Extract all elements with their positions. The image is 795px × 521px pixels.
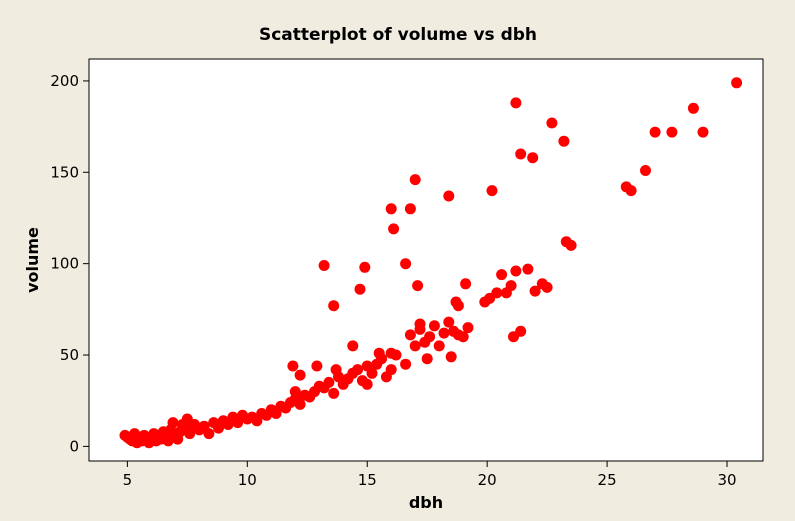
data-point [452,300,464,312]
data-point [412,280,424,292]
y-tick-label: 200 [50,72,79,90]
y-tick-label: 100 [50,255,79,273]
data-point [359,261,371,273]
data-point [184,428,196,440]
data-point [457,331,469,343]
data-point [352,364,364,376]
data-point [462,322,474,334]
data-point [388,223,400,235]
data-point [404,203,416,215]
data-point [294,369,306,381]
data-point [546,117,558,129]
data-point [558,135,570,147]
data-point [443,316,455,328]
data-point [347,340,359,352]
data-point [203,428,215,440]
data-point [428,320,440,332]
axis-ticks: 5 10 15 20 25 30 0 50 100 150 200 [50,72,736,489]
data-point [318,260,330,271]
data-point [409,340,421,352]
y-axis-label: volume [23,227,42,293]
x-tick-label: 20 [478,471,497,489]
data-point [289,386,301,398]
data-point [421,353,433,365]
data-point [491,287,503,299]
x-axis-label: dbh [409,493,443,512]
plot-area [88,58,764,462]
data-point [294,398,306,410]
data-point [508,331,519,343]
data-point [385,364,397,376]
data-point [311,360,323,372]
data-point [515,148,527,160]
data-point [361,378,373,390]
data-point [505,280,517,292]
data-point [330,364,342,376]
data-point [167,417,179,429]
data-point [328,387,340,399]
data-point [541,281,553,293]
data-point [565,239,577,251]
data-point [486,185,498,197]
data-point [433,340,445,352]
data-point [460,278,472,290]
data-point [649,126,661,138]
data-point [323,376,335,388]
data-point [414,318,426,330]
data-point [666,126,678,138]
chart-title: Scatterplot of volume vs dbh [259,25,537,45]
data-point [373,347,385,359]
data-point [625,185,637,197]
data-point [640,165,651,176]
x-tick-label: 5 [123,471,133,489]
data-point [400,258,412,270]
x-tick-label: 10 [238,471,257,489]
x-tick-label: 30 [717,471,736,489]
data-point [527,152,539,164]
data-point [522,263,534,275]
data-point [328,300,340,312]
data-points [119,77,743,449]
data-point [529,285,541,297]
data-point [424,331,436,343]
data-point [510,97,522,109]
data-point [731,77,743,89]
data-point [409,174,421,186]
data-point [354,283,366,295]
data-point [687,102,699,114]
data-point [400,358,412,370]
data-point [445,351,457,363]
data-point [438,327,450,339]
data-point [404,329,416,341]
y-tick-label: 150 [50,163,79,181]
y-tick-label: 0 [69,437,79,455]
data-point [443,190,455,202]
y-tick-label: 50 [60,346,79,364]
data-point [385,347,397,359]
data-point [366,367,378,379]
x-tick-label: 15 [358,471,377,489]
data-point [385,203,397,215]
data-point [697,126,709,138]
data-point [510,265,522,277]
data-point [496,269,508,281]
data-point [287,360,299,372]
x-tick-label: 25 [598,471,617,489]
